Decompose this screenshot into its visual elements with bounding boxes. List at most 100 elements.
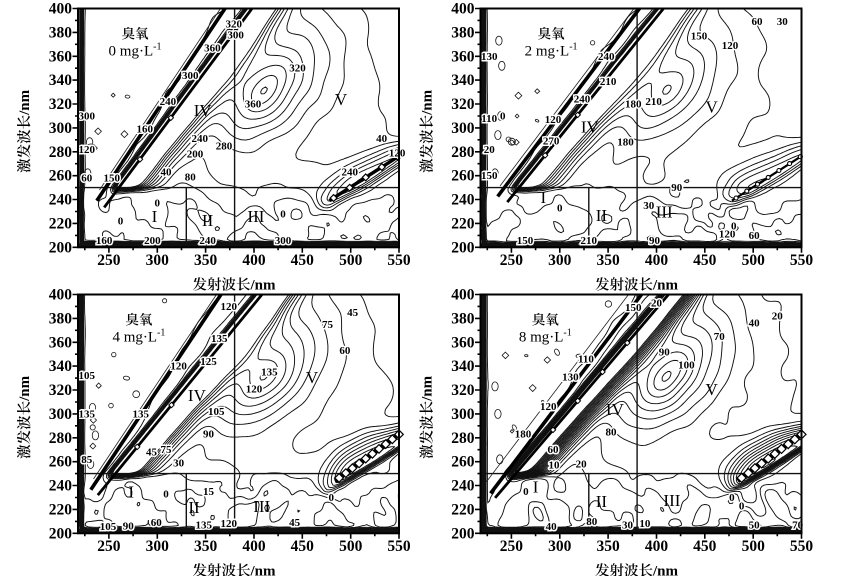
svg-text:30: 30 — [643, 200, 655, 212]
svg-text:/nm: /nm — [420, 375, 436, 402]
svg-text:550: 550 — [387, 538, 411, 555]
svg-text:260: 260 — [451, 454, 475, 471]
svg-text:0: 0 — [155, 198, 161, 210]
svg-text:500: 500 — [742, 538, 766, 555]
svg-text:400: 400 — [242, 252, 266, 269]
svg-text:60: 60 — [749, 230, 761, 242]
svg-text:120: 120 — [221, 301, 238, 313]
svg-text:45: 45 — [347, 307, 359, 319]
svg-text:135: 135 — [78, 408, 95, 420]
svg-text:220: 220 — [451, 215, 475, 232]
svg-text:70: 70 — [714, 331, 726, 343]
svg-text:210: 210 — [581, 235, 598, 247]
svg-text:320: 320 — [289, 63, 306, 75]
svg-text:0: 0 — [523, 486, 529, 498]
svg-text:15: 15 — [203, 486, 215, 498]
svg-text:240: 240 — [49, 478, 73, 495]
svg-text:30: 30 — [173, 457, 185, 469]
svg-text:300: 300 — [146, 252, 170, 269]
svg-text:75: 75 — [322, 319, 334, 331]
svg-text:550: 550 — [387, 252, 411, 269]
svg-text:220: 220 — [49, 215, 73, 232]
svg-text:380: 380 — [49, 310, 73, 327]
svg-text:90: 90 — [649, 235, 661, 247]
svg-text:210: 210 — [645, 96, 662, 108]
svg-text:/nm: /nm — [420, 89, 436, 116]
svg-text:300: 300 — [548, 538, 572, 555]
svg-text:45: 45 — [289, 517, 301, 529]
svg-text:350: 350 — [596, 538, 620, 555]
svg-text:150: 150 — [691, 31, 708, 43]
svg-text:110: 110 — [578, 354, 594, 366]
svg-text:350: 350 — [596, 252, 620, 269]
svg-text:200: 200 — [49, 525, 73, 542]
svg-text:300: 300 — [146, 538, 170, 555]
svg-text:300: 300 — [49, 406, 73, 423]
svg-text:V: V — [705, 380, 718, 399]
svg-text:IV: IV — [606, 400, 625, 419]
svg-text:80: 80 — [606, 426, 618, 438]
svg-text:135: 135 — [195, 519, 212, 531]
svg-text:320: 320 — [225, 19, 242, 31]
svg-text:80: 80 — [185, 171, 197, 183]
svg-text:300: 300 — [451, 120, 475, 137]
svg-text:120: 120 — [78, 144, 95, 156]
svg-text:60: 60 — [548, 444, 560, 456]
svg-text:80: 80 — [586, 516, 598, 528]
svg-text:500: 500 — [742, 252, 766, 269]
svg-text:100: 100 — [678, 359, 695, 371]
svg-text:II: II — [202, 211, 214, 230]
svg-text:360: 360 — [245, 99, 262, 111]
svg-text:IV: IV — [581, 118, 600, 137]
svg-text:160: 160 — [136, 124, 153, 136]
svg-text:60: 60 — [339, 345, 351, 357]
svg-text:130: 130 — [481, 51, 498, 63]
svg-text:270: 270 — [543, 136, 560, 148]
svg-text:300: 300 — [275, 235, 292, 247]
svg-text:125: 125 — [200, 356, 217, 368]
svg-text:/nm: /nm — [652, 277, 679, 293]
svg-text:150: 150 — [517, 235, 534, 247]
svg-text:450: 450 — [291, 252, 315, 269]
svg-text:350: 350 — [194, 252, 218, 269]
svg-text:135: 135 — [133, 408, 150, 420]
svg-text:III: III — [253, 497, 270, 516]
svg-text:260: 260 — [451, 168, 475, 185]
svg-text:150: 150 — [104, 173, 121, 185]
svg-text:10: 10 — [639, 518, 651, 530]
svg-text:135: 135 — [261, 367, 278, 379]
svg-text:50: 50 — [749, 519, 761, 531]
svg-text:300: 300 — [49, 120, 73, 137]
svg-text:30: 30 — [622, 519, 634, 531]
svg-text:20: 20 — [576, 459, 588, 471]
svg-text:320: 320 — [451, 96, 475, 113]
svg-text:450: 450 — [291, 538, 315, 555]
svg-text:120: 120 — [170, 361, 187, 373]
svg-text:I: I — [128, 483, 134, 502]
svg-text:0: 0 — [329, 492, 335, 504]
svg-text:0: 0 — [280, 208, 286, 220]
svg-text:40: 40 — [376, 133, 388, 145]
svg-text:20: 20 — [651, 297, 663, 309]
svg-text:90: 90 — [203, 429, 215, 441]
svg-text:0: 0 — [739, 500, 745, 512]
svg-text:0: 0 — [500, 111, 506, 123]
svg-text:360: 360 — [451, 48, 475, 65]
svg-text:500: 500 — [339, 252, 363, 269]
svg-text:2 mg·L-1: 2 mg·L-1 — [525, 42, 578, 60]
svg-text:250: 250 — [500, 538, 524, 555]
svg-text:20: 20 — [772, 311, 784, 323]
svg-text:V: V — [705, 97, 718, 116]
svg-text:200: 200 — [187, 149, 204, 161]
svg-text:30: 30 — [777, 16, 789, 28]
svg-text:60: 60 — [151, 517, 163, 529]
svg-text:280: 280 — [49, 430, 73, 447]
svg-text:340: 340 — [451, 358, 475, 375]
svg-text:400: 400 — [49, 287, 73, 304]
svg-text:240: 240 — [49, 192, 73, 209]
svg-text:320: 320 — [49, 96, 73, 113]
svg-text:280: 280 — [49, 144, 73, 161]
svg-text:280: 280 — [216, 140, 233, 152]
svg-text:180: 180 — [625, 99, 642, 111]
svg-text:IV: IV — [188, 386, 207, 405]
